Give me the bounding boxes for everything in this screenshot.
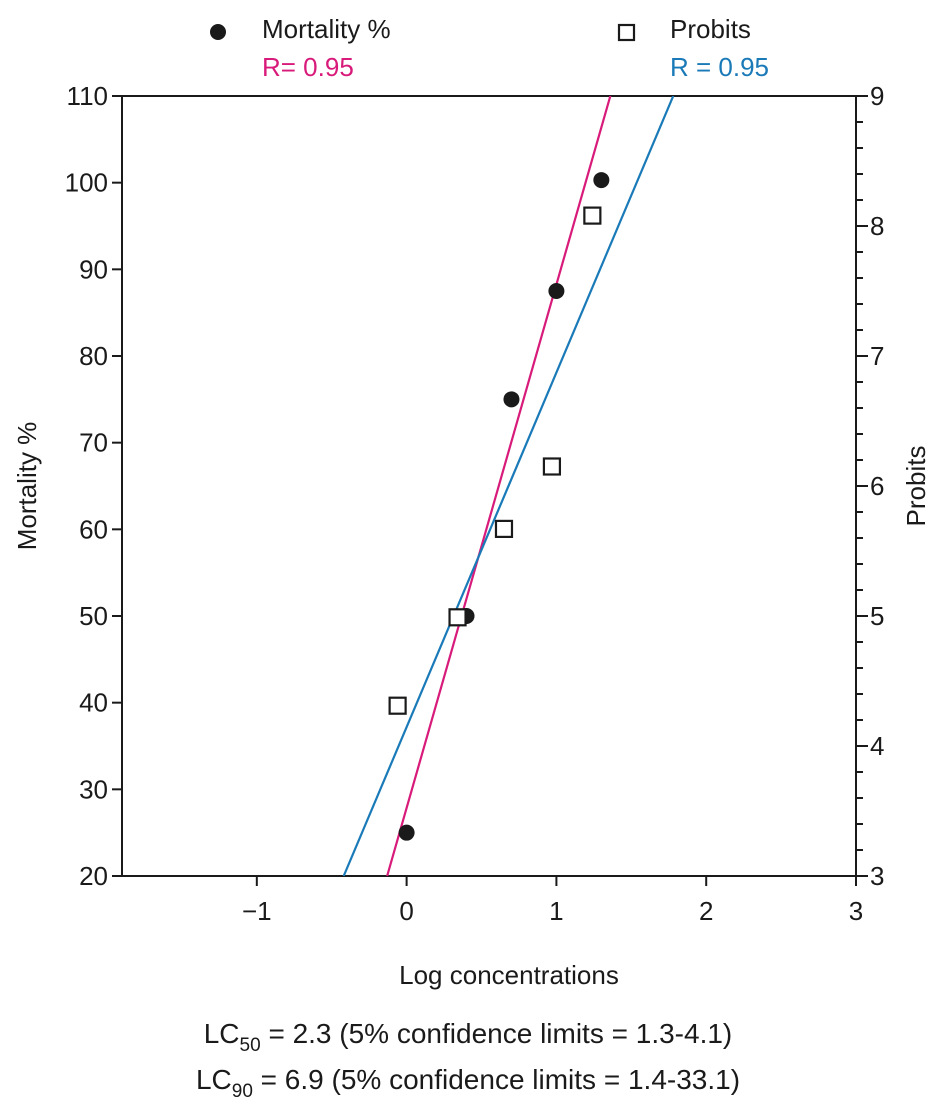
lc90-subscript: 90 xyxy=(231,1081,253,1102)
legend-probits-label: Probits xyxy=(670,14,751,44)
y-tick-label: 90 xyxy=(79,254,108,284)
x-tick-label: 2 xyxy=(699,896,713,926)
lc50-subscript: 50 xyxy=(239,1035,261,1056)
left-y-axis: 20 30 40 50 60 70 80 90 100 110 xyxy=(65,81,122,891)
data-markers xyxy=(388,172,610,841)
y2-axis-label: Probits xyxy=(901,446,931,527)
lc50-text: = 2.3 (5% confidence limits = 1.3-4.1) xyxy=(260,1018,733,1049)
legend-probits-r: R = 0.95 xyxy=(670,52,769,82)
x-axis: −1 0 1 2 3 xyxy=(242,876,863,926)
y2-tick-label: 9 xyxy=(870,81,884,111)
mortality-point xyxy=(593,172,610,189)
plot-border xyxy=(121,95,857,877)
lc90-prefix: LC xyxy=(195,1064,232,1095)
probit-point xyxy=(448,608,467,627)
mortality-point xyxy=(503,391,520,408)
legend-mortality-r: R= 0.95 xyxy=(262,52,354,82)
y-axis-label: Mortality % xyxy=(12,422,42,551)
y2-tick-label: 3 xyxy=(870,861,884,891)
y-tick-label: 60 xyxy=(79,514,108,544)
x-tick-label: 0 xyxy=(399,896,413,926)
legend: Mortality % R= 0.95 Probits R = 0.95 xyxy=(210,14,769,82)
x-tick-label: 1 xyxy=(549,896,563,926)
y-tick-label: 80 xyxy=(79,341,108,371)
y-tick-label: 20 xyxy=(79,861,108,891)
y-tick-label: 100 xyxy=(65,168,108,198)
y2-tick-label: 6 xyxy=(870,471,884,501)
y2-tick-label: 7 xyxy=(870,341,884,371)
y2-tick-label: 4 xyxy=(870,731,884,761)
x-tick-label: −1 xyxy=(242,896,272,926)
y2-tick-label: 5 xyxy=(870,601,884,631)
y-tick-label: 40 xyxy=(79,688,108,718)
probit-point xyxy=(583,206,602,225)
legend-mortality-label: Mortality % xyxy=(262,14,391,44)
mortality-point xyxy=(548,283,565,299)
y-tick-label: 50 xyxy=(79,601,108,631)
probit-point xyxy=(542,457,562,476)
fit-lines xyxy=(342,96,675,876)
lc50-prefix: LC xyxy=(203,1018,240,1049)
probits-fit-line xyxy=(342,96,675,876)
x-tick-label: 3 xyxy=(849,896,863,926)
y-tick-label: 70 xyxy=(79,428,108,458)
legend-square-icon xyxy=(617,23,636,42)
right-y-axis: 3 4 5 6 7 8 9 xyxy=(856,81,884,891)
y2-tick-label: 8 xyxy=(870,211,884,241)
probit-point xyxy=(388,696,407,715)
x-axis-label: Log concentrations xyxy=(399,960,619,990)
probit-point xyxy=(494,519,514,539)
plot-frame xyxy=(121,95,857,877)
lc90-note: LC90 = 6.9 (5% confidence limits = 1.4-3… xyxy=(0,1064,936,1102)
lc90-text: = 6.9 (5% confidence limits = 1.4-33.1) xyxy=(252,1064,741,1095)
legend-circle-icon xyxy=(210,24,226,40)
mortality-point xyxy=(398,824,415,841)
lc50-note: LC50 = 2.3 (5% confidence limits = 1.3-4… xyxy=(0,1018,936,1056)
mortality-fit-line xyxy=(386,96,612,876)
y-tick-label: 110 xyxy=(67,81,108,111)
y-tick-label: 30 xyxy=(79,774,108,804)
